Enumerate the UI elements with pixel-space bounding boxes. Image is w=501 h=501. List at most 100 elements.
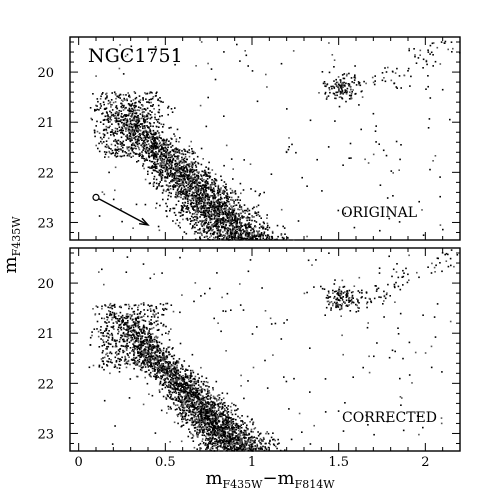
data-point [189, 212, 191, 214]
data-point [144, 377, 146, 379]
data-point [187, 164, 189, 166]
data-point [228, 211, 230, 213]
data-point [189, 145, 191, 147]
data-point [210, 228, 212, 230]
data-point [223, 220, 225, 222]
data-point [416, 62, 418, 64]
data-point [223, 439, 225, 441]
data-point [173, 184, 175, 186]
data-point [170, 385, 172, 387]
data-point [151, 150, 153, 152]
data-point [206, 214, 208, 216]
data-point [158, 183, 160, 185]
data-point [119, 95, 121, 97]
data-point [146, 152, 148, 154]
data-point [238, 196, 240, 198]
data-point [115, 132, 117, 134]
data-point [190, 141, 192, 143]
data-point [144, 158, 146, 160]
data-point [212, 184, 214, 186]
data-point [198, 163, 200, 165]
data-point [172, 174, 174, 176]
data-point [229, 225, 231, 227]
data-point [394, 82, 396, 84]
data-point [148, 167, 150, 169]
data-point [165, 147, 167, 149]
data-point [221, 201, 223, 203]
data-point [216, 219, 218, 221]
data-point [132, 129, 134, 131]
data-point [336, 85, 338, 87]
data-point [219, 206, 221, 208]
data-point [169, 393, 171, 395]
data-point [245, 230, 247, 232]
data-point [137, 139, 139, 141]
data-point [167, 160, 169, 162]
data-point [209, 421, 211, 423]
data-point [234, 213, 236, 215]
data-point [118, 150, 120, 152]
data-point [176, 141, 178, 143]
data-point [265, 235, 267, 237]
data-point [232, 239, 234, 241]
data-point [201, 201, 203, 203]
data-point [203, 210, 205, 212]
data-point [124, 114, 126, 116]
data-point [205, 181, 207, 183]
data-point [232, 212, 234, 214]
data-point [207, 181, 209, 183]
data-point [143, 163, 145, 165]
data-point [163, 363, 165, 365]
data-point [228, 236, 230, 238]
data-point [194, 152, 196, 154]
data-point [227, 230, 229, 232]
data-point [236, 222, 238, 224]
data-point [205, 443, 207, 445]
data-point [183, 211, 185, 213]
data-point [203, 384, 205, 386]
data-point [171, 394, 173, 396]
data-point [126, 120, 128, 122]
data-point [193, 200, 195, 202]
data-point [149, 183, 151, 185]
data-point [203, 230, 205, 232]
data-point [328, 42, 330, 44]
data-point [184, 196, 186, 198]
data-point [327, 83, 329, 85]
data-point [265, 74, 267, 76]
data-point [157, 376, 159, 378]
data-point [136, 130, 138, 132]
data-point [96, 105, 98, 107]
data-point [117, 146, 119, 148]
data-point [444, 42, 446, 44]
data-point [230, 412, 232, 414]
data-point [364, 159, 366, 161]
data-point [410, 76, 412, 78]
data-point [344, 73, 346, 75]
data-point [154, 374, 156, 376]
data-point [246, 217, 248, 219]
data-point [209, 214, 211, 216]
data-point [249, 217, 251, 219]
data-point [267, 237, 269, 239]
data-point [183, 169, 185, 171]
data-point [194, 176, 196, 178]
data-point [195, 231, 197, 233]
data-point [193, 217, 195, 219]
data-point [240, 217, 242, 219]
data-point [232, 178, 234, 180]
data-point [162, 167, 164, 169]
data-point [255, 448, 257, 450]
data-point [245, 430, 247, 432]
data-point [161, 173, 163, 175]
data-point [396, 141, 398, 143]
data-point [166, 162, 168, 164]
data-point [210, 195, 212, 197]
data-point [241, 415, 243, 417]
data-point [142, 114, 144, 116]
data-point [231, 207, 233, 209]
data-point [187, 174, 189, 176]
data-point [195, 392, 197, 394]
data-point [164, 168, 166, 170]
